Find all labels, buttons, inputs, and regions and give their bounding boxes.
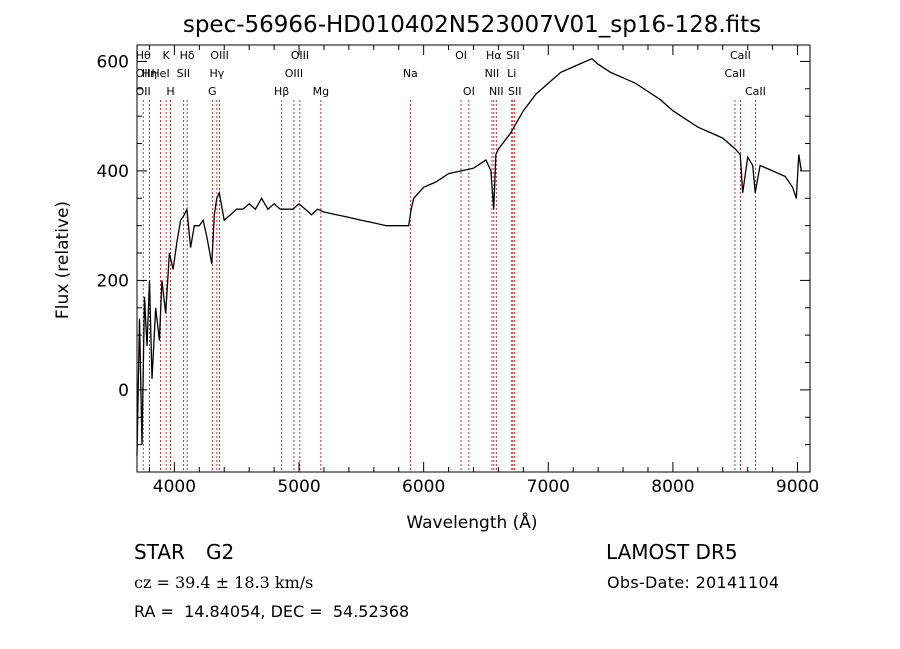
- y-axis-label: Flux (relative): [53, 201, 73, 319]
- axis-ticks: 4000 5000 6000 7000 8000 9000 0 200 400 600: [97, 45, 819, 497]
- object-class: STAR: [134, 540, 185, 564]
- x-tick-label: 8000: [651, 477, 694, 497]
- redshift-velocity: cz = 39.4 ± 18.3 km/s: [134, 573, 314, 592]
- line-marker-label: SII: [177, 67, 190, 80]
- chart-title: spec-56966-HD010402N523007V01_sp16-128.f…: [183, 12, 761, 38]
- line-marker-label: SII: [508, 85, 521, 98]
- x-tick-label: 5000: [277, 477, 320, 497]
- line-marker-label: SII: [506, 49, 519, 62]
- line-marker-label: OII: [136, 67, 151, 80]
- y-tick-label: 0: [118, 381, 129, 401]
- survey-name: LAMOST DR5: [606, 540, 738, 564]
- line-marker-label: CaII: [745, 85, 766, 98]
- line-marker-label: OII: [136, 85, 151, 98]
- y-tick-label: 600: [97, 52, 129, 72]
- line-marker-labels: HθOIIOIIHηHeIKHSIIHδGHγOIIIHβOIIIOIIIMgN…: [136, 49, 766, 98]
- line-marker-label: Hβ: [274, 85, 289, 98]
- line-marker-label: K: [163, 49, 171, 62]
- line-marker-label: CaII: [730, 49, 751, 62]
- line-marker-label: HeI: [151, 67, 169, 80]
- line-marker-label: Mg: [313, 85, 329, 98]
- line-markers: [142, 100, 756, 472]
- line-marker-label: NII: [485, 67, 500, 80]
- line-marker-label: Hα: [486, 49, 502, 62]
- y-tick-label: 200: [97, 271, 129, 291]
- line-marker-label: Hθ: [136, 49, 151, 62]
- line-marker-label: Na: [403, 67, 418, 80]
- x-tick-label: 7000: [527, 477, 570, 497]
- x-tick-label: 9000: [776, 477, 819, 497]
- spectral-subclass: G2: [206, 540, 235, 564]
- x-tick-label: 6000: [402, 477, 445, 497]
- x-tick-label: 4000: [153, 477, 196, 497]
- line-marker-label: Hγ: [209, 67, 224, 80]
- line-marker-label: G: [208, 85, 217, 98]
- line-marker-label: OI: [455, 49, 467, 62]
- line-marker-label: OIII: [285, 67, 303, 80]
- y-tick-label: 400: [97, 162, 129, 182]
- spectrum-line: [136, 57, 802, 456]
- line-marker-label: CaII: [725, 67, 746, 80]
- line-marker-label: OIII: [210, 49, 228, 62]
- line-marker-label: Hδ: [180, 49, 195, 62]
- coordinates: RA = 14.84054, DEC = 54.52368: [134, 602, 410, 621]
- line-marker-label: H: [166, 85, 174, 98]
- line-marker-label: OI: [463, 85, 475, 98]
- line-marker-label: Li: [507, 67, 516, 80]
- observation-date: Obs-Date: 20141104: [607, 573, 780, 592]
- line-marker-label: Hη: [142, 67, 157, 80]
- line-marker-label: OIII: [291, 49, 309, 62]
- line-marker-label: NII: [489, 85, 504, 98]
- plot-frame: [136, 44, 811, 473]
- x-axis-label: Wavelength (Å): [406, 511, 537, 533]
